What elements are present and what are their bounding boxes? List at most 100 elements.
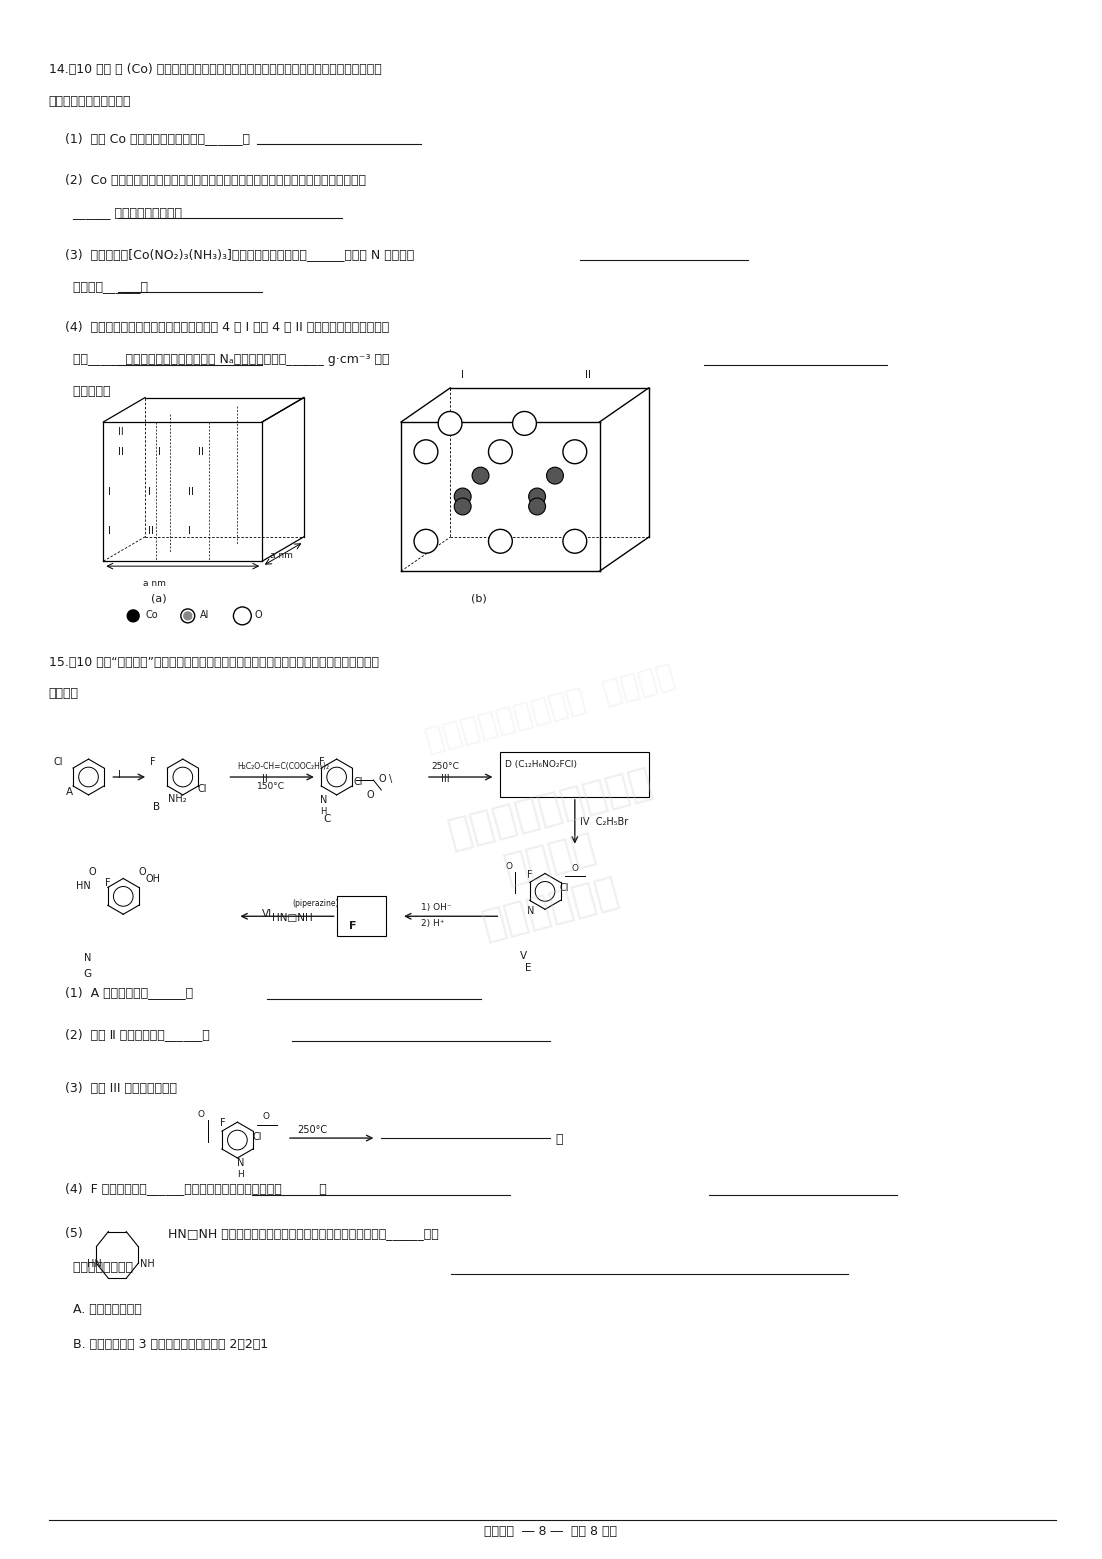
Text: D (C₁₂H₆NO₂FCl): D (C₁₂H₆NO₂FCl) bbox=[506, 761, 577, 769]
Text: HN□NH: HN□NH bbox=[272, 914, 313, 923]
Text: NH: NH bbox=[140, 1260, 155, 1269]
Text: 150°C: 150°C bbox=[257, 783, 285, 790]
Text: ______ （用化学式表示）。: ______ （用化学式表示）。 bbox=[48, 206, 182, 220]
Text: (3)  含鈢配合物[Co(NO₂)₃(NH₃)₃]的中心离子的配位数为______，其中 N 采取的杂: (3) 含鈢配合物[Co(NO₂)₃(NH₃)₃]的中心离子的配位数为_____… bbox=[48, 248, 414, 260]
Text: I: I bbox=[108, 486, 111, 497]
Text: Al: Al bbox=[199, 610, 209, 620]
Text: 考虑顺反异构）。: 考虑顺反异构）。 bbox=[48, 1261, 133, 1274]
Text: III: III bbox=[441, 773, 450, 784]
Bar bbox=[336, 896, 387, 935]
Text: 250°C: 250°C bbox=[296, 1126, 327, 1135]
Text: (b): (b) bbox=[471, 592, 486, 603]
Text: (5): (5) bbox=[48, 1227, 90, 1239]
Text: Co: Co bbox=[145, 610, 158, 620]
Text: F: F bbox=[527, 870, 532, 879]
Text: HN: HN bbox=[87, 1260, 101, 1269]
Text: O: O bbox=[197, 1110, 205, 1119]
Text: VI: VI bbox=[262, 909, 272, 920]
Text: N: N bbox=[320, 795, 327, 804]
Text: (1)  基态 Co 原子的价电子排布式为______。: (1) 基态 Co 原子的价电子排布式为______。 bbox=[48, 133, 250, 145]
Circle shape bbox=[127, 610, 139, 622]
Text: O: O bbox=[138, 867, 145, 876]
Text: E: E bbox=[526, 963, 531, 973]
Text: 原料。请回答下列问题：: 原料。请回答下列问题： bbox=[48, 95, 131, 108]
Text: A. 能发生加成反应: A. 能发生加成反应 bbox=[48, 1303, 141, 1316]
Text: IV  C₂H₅Br: IV C₂H₅Br bbox=[580, 817, 628, 826]
Text: I: I bbox=[158, 447, 161, 457]
Circle shape bbox=[234, 606, 251, 625]
Text: C: C bbox=[324, 814, 331, 823]
Text: II: II bbox=[197, 447, 204, 457]
Circle shape bbox=[512, 412, 537, 435]
Text: O: O bbox=[506, 862, 512, 870]
Text: (2)  过程 Ⅱ 的反应类型是______。: (2) 过程 Ⅱ 的反应类型是______。 bbox=[48, 1027, 209, 1041]
Circle shape bbox=[529, 488, 545, 505]
Text: 线如下：: 线如下： bbox=[48, 688, 79, 700]
Text: \: \ bbox=[389, 773, 392, 784]
Text: Cl: Cl bbox=[54, 758, 63, 767]
Text: N: N bbox=[237, 1158, 245, 1168]
Text: 250°C: 250°C bbox=[431, 762, 458, 772]
Text: NH₂: NH₂ bbox=[168, 794, 186, 804]
Text: (2)  Co 同周期同族的三种元素二价氧化物的晶胞类型相同，其燕点由高到低的顺序为: (2) Co 同周期同族的三种元素二价氧化物的晶胞类型相同，其燕点由高到低的顺序… bbox=[48, 175, 366, 187]
Text: H: H bbox=[320, 808, 326, 815]
Text: HN: HN bbox=[76, 881, 90, 892]
Text: B. 核磁共振氢有 3 组峰，且峰面积之比为 2：2：1: B. 核磁共振氢有 3 组峰，且峰面积之比为 2：2：1 bbox=[48, 1338, 268, 1352]
Circle shape bbox=[563, 440, 586, 463]
Text: Cl: Cl bbox=[197, 784, 207, 794]
Text: (3)  反应 III 的化学方程式为: (3) 反应 III 的化学方程式为 bbox=[48, 1082, 176, 1096]
Text: V: V bbox=[520, 951, 528, 960]
Text: (a): (a) bbox=[151, 592, 166, 603]
Text: 14.（10 分） 针 (Co) 是生产耐热合金、硬质合金、防腹合金、磁性合金和各种鈢盐的重要: 14.（10 分） 针 (Co) 是生产耐热合金、硬质合金、防腹合金、磁性合金和… bbox=[48, 62, 381, 76]
Text: II: II bbox=[585, 369, 591, 380]
Text: O: O bbox=[262, 1112, 269, 1121]
Text: I: I bbox=[108, 527, 111, 536]
Circle shape bbox=[454, 488, 472, 505]
Text: I: I bbox=[461, 369, 464, 380]
Circle shape bbox=[414, 530, 437, 553]
Text: G: G bbox=[84, 970, 91, 979]
Text: F: F bbox=[150, 758, 155, 767]
Text: II: II bbox=[187, 486, 194, 497]
Text: (4)  鈢蓝晶体结构如图所示，该立方晶胞含 4 个 I 型和 4 个 II 型小立方体构成，其化学: (4) 鈢蓝晶体结构如图所示，该立方晶胞含 4 个 I 型和 4 个 II 型小… bbox=[48, 321, 389, 335]
Text: II: II bbox=[262, 773, 268, 784]
Text: 式为______，设阿伏加德罗常数的値为 Nₐ，该晶体密度为______ g·cm⁻³ （列: 式为______，设阿伏加德罗常数的値为 Nₐ，该晶体密度为______ g·c… bbox=[48, 354, 389, 366]
Text: II: II bbox=[148, 527, 154, 536]
Text: O: O bbox=[378, 773, 386, 784]
Text: (4)  F 的结构简式为______，其中的含氧官能团的名称是______。: (4) F 的结构简式为______，其中的含氧官能团的名称是______。 bbox=[48, 1182, 326, 1194]
Text: OH: OH bbox=[145, 875, 160, 884]
Circle shape bbox=[529, 497, 545, 514]
Text: 化类型为______。: 化类型为______。 bbox=[48, 279, 148, 293]
Text: F: F bbox=[106, 878, 111, 889]
Text: H: H bbox=[237, 1169, 245, 1179]
Text: 高三化学  ― 8 ―  （共 8 页）: 高三化学 ― 8 ― （共 8 页） bbox=[485, 1525, 617, 1539]
Circle shape bbox=[184, 611, 192, 620]
Text: II: II bbox=[118, 447, 125, 457]
Text: II: II bbox=[118, 427, 125, 437]
Text: Cl: Cl bbox=[354, 776, 363, 787]
Text: (1)  A 的化学名称为______。: (1) A 的化学名称为______。 bbox=[48, 985, 193, 999]
Text: N: N bbox=[527, 906, 534, 917]
Text: 1) OH⁻: 1) OH⁻ bbox=[421, 903, 452, 912]
Text: B: B bbox=[153, 801, 160, 812]
Text: I: I bbox=[187, 527, 191, 536]
Text: O: O bbox=[88, 867, 96, 876]
Text: I: I bbox=[148, 486, 151, 497]
Bar bbox=[500, 751, 649, 797]
Text: a nm: a nm bbox=[143, 578, 166, 588]
Text: O: O bbox=[255, 610, 262, 620]
Text: A: A bbox=[66, 787, 73, 797]
Text: a nm: a nm bbox=[270, 552, 293, 560]
Text: Cl: Cl bbox=[252, 1132, 262, 1143]
Text: I: I bbox=[118, 770, 121, 780]
Text: F: F bbox=[318, 758, 324, 767]
Text: (piperazine): (piperazine) bbox=[292, 900, 338, 909]
Text: Cl: Cl bbox=[560, 884, 570, 893]
Text: HN□NH 的同分异构体中，同时满足以下条件的结构简式为______（不: HN□NH 的同分异构体中，同时满足以下条件的结构简式为______（不 bbox=[168, 1227, 439, 1239]
Text: 15.（10 分）“诺氟沙星”是一种常见的治疗由敏感菌引起的各类感染药物，目前经典的合成路: 15.（10 分）“诺氟沙星”是一种常见的治疗由敏感菌引起的各类感染药物，目前经… bbox=[48, 656, 379, 669]
Text: H₂C₂O-CH=C(COOC₂H₅)₂: H₂C₂O-CH=C(COOC₂H₅)₂ bbox=[237, 762, 329, 772]
Text: 高考资料: 高考资料 bbox=[500, 828, 601, 889]
Text: 计算式）。: 计算式）。 bbox=[48, 385, 110, 398]
Text: 2) H⁺: 2) H⁺ bbox=[421, 920, 444, 928]
Circle shape bbox=[488, 530, 512, 553]
